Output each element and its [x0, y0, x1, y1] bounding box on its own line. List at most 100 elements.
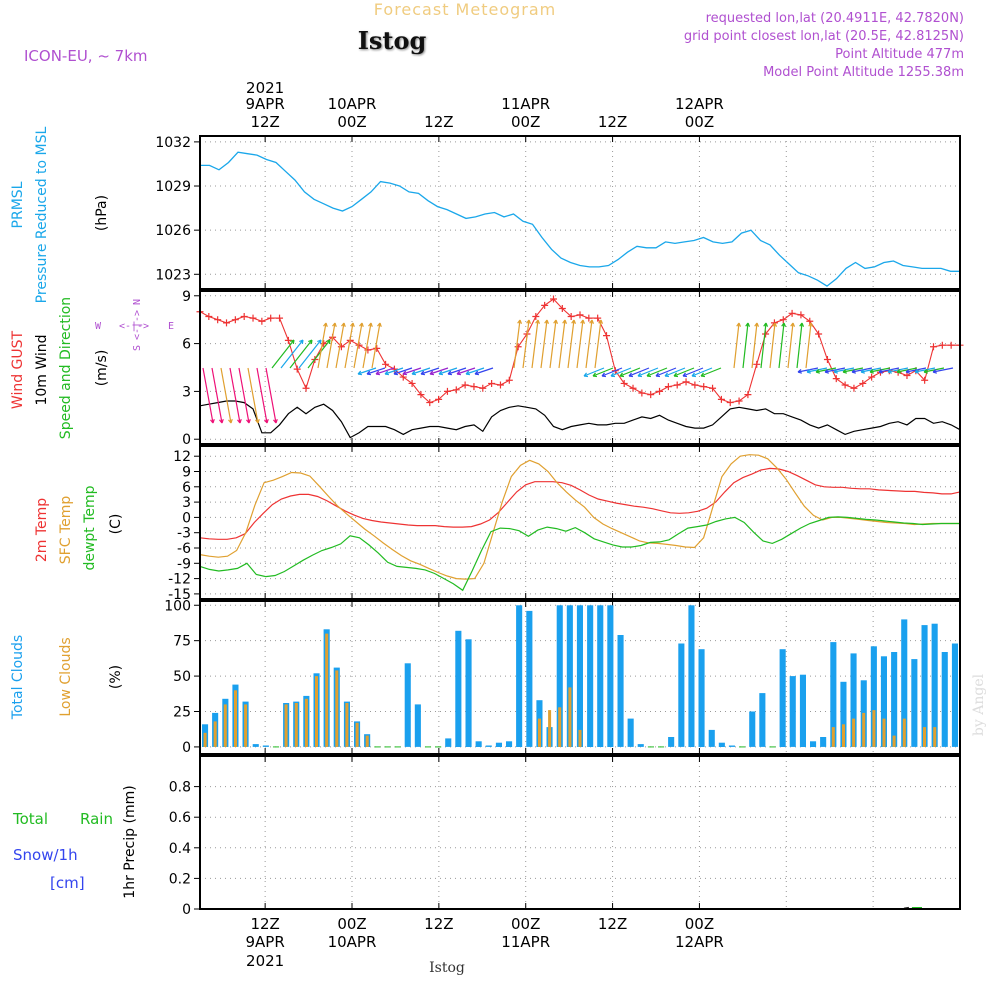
- top-time-label: 12Z: [250, 113, 279, 131]
- wind-gust-marker: [488, 379, 496, 387]
- low-clouds-bar: [213, 721, 217, 747]
- low-clouds-bar: [304, 698, 308, 747]
- wind-direction-arrow: [317, 322, 328, 369]
- temperature-ytick-label: 6: [182, 480, 191, 496]
- top-time-label: 11APR: [501, 95, 550, 113]
- wind-ytick-label: 6: [182, 337, 191, 353]
- clouds-ytick-label: 100: [164, 598, 191, 614]
- wind-gust-marker: [726, 399, 734, 407]
- temperature-frame: [199, 445, 961, 600]
- wind-gust-marker: [417, 391, 425, 399]
- total-clouds-bar: [749, 711, 756, 747]
- wind-direction-arrow: [375, 367, 395, 376]
- bottom-time-label: 9APR: [246, 933, 285, 951]
- low-clouds-bar: [892, 735, 896, 747]
- temp-2m-line: [199, 467, 961, 540]
- wind-direction-arrow: [610, 367, 632, 378]
- total-clouds-bar: [516, 605, 523, 747]
- total-clouds-bar: [404, 663, 411, 747]
- wind-direction-arrow: [797, 367, 819, 374]
- wind-direction-arrow: [576, 319, 586, 369]
- temperature-ytick-label: -9: [177, 556, 191, 572]
- precip-snow-label: Snow/1h: [13, 846, 78, 864]
- wind-gust-marker: [868, 373, 876, 381]
- model-label: ICON-EU, ~ 7km: [24, 47, 148, 65]
- total-clouds-bar: [880, 656, 887, 747]
- percent-unit: (%): [108, 665, 124, 689]
- top-time-label: 2021: [246, 79, 284, 97]
- wind-direction-arrow: [842, 367, 864, 374]
- wind-gust-marker: [815, 330, 823, 338]
- wind-gust-marker: [585, 314, 593, 322]
- celsius-unit: (C): [108, 514, 124, 535]
- wind-direction-arrow: [896, 367, 918, 374]
- total-clouds-bar: [931, 623, 938, 747]
- wind-gust-marker: [850, 384, 858, 392]
- wind-gust-marker: [267, 314, 275, 322]
- precip-ytick-label: 0.4: [169, 841, 191, 857]
- meteogram-subtitle: Forecast Meteogram: [374, 0, 556, 19]
- wind-direction-arrow: [456, 367, 476, 376]
- wind-gust-marker: [461, 381, 469, 389]
- temperature-ytick-label: -12: [168, 572, 191, 588]
- wind-gust-marker: [435, 395, 443, 403]
- compass-legend: N <-|-> S W <-|-> E: [95, 299, 174, 351]
- wind-direction-arrow: [211, 367, 224, 424]
- bottom-time-label: 00Z: [511, 915, 540, 933]
- wind-panel: 9 6 3 0: [182, 289, 964, 448]
- wind-direction-arrow: [932, 367, 954, 374]
- wind-label: 10m Wind: [34, 334, 50, 405]
- total-clouds-bar: [718, 742, 725, 747]
- total-clouds-bar: [445, 738, 452, 747]
- wind-gust-marker: [717, 395, 725, 403]
- grid-point-coords: grid point closest lon,lat (20.5E, 42.81…: [684, 29, 964, 44]
- total-clouds-bar: [799, 674, 806, 747]
- low-clouds-bar: [831, 727, 835, 747]
- low-clouds-bar: [315, 676, 318, 747]
- bottom-time-label: 2021: [246, 952, 284, 970]
- low-clouds-label: Low Clouds: [58, 637, 74, 716]
- wind-gust-marker: [558, 305, 566, 313]
- wind-gust-marker: [364, 346, 372, 354]
- wind-gust-marker: [903, 371, 911, 379]
- total-clouds-bar: [475, 741, 482, 747]
- wind-gust-marker: [797, 311, 805, 319]
- wind-direction-arrow: [549, 319, 559, 369]
- panels: 10321029102610239630129630-3-6-9-12-1510…: [155, 135, 964, 918]
- low-clouds-bar: [568, 687, 572, 747]
- wind-direction-arrow: [824, 367, 846, 374]
- total-clouds-label: Total Clouds: [10, 635, 26, 720]
- wind-gust-marker: [806, 317, 814, 325]
- precip-frame: [199, 755, 961, 910]
- wind-direction-arrow: [923, 367, 945, 374]
- wind-direction-arrow: [851, 367, 873, 374]
- wind-direction-arrow: [335, 322, 346, 369]
- dewpoint-label: dewpt Temp: [82, 485, 98, 570]
- wind-speed-line: [199, 400, 961, 439]
- bottom-time-label: 00Z: [337, 915, 366, 933]
- wind-direction-arrow: [531, 319, 541, 369]
- wind-direction-arrow: [371, 322, 382, 369]
- wind-direction-arrow: [522, 319, 532, 369]
- gust-label: Wind GUST: [10, 330, 26, 409]
- low-clouds-bar: [345, 703, 349, 747]
- total-clouds-bar: [779, 649, 786, 747]
- wind-gust-marker: [240, 313, 248, 320]
- wind-gust-marker: [779, 316, 787, 324]
- wind-ytick-label: 9: [182, 289, 191, 305]
- wind-gust-marker: [673, 381, 681, 389]
- wind-direction-arrow: [628, 367, 650, 378]
- total-clouds-bar: [262, 745, 269, 747]
- low-clouds-bar: [548, 710, 552, 747]
- wind-direction-arrow: [420, 367, 440, 376]
- low-clouds-bar: [923, 727, 926, 747]
- compass-we-arrow: <-|->: [119, 321, 149, 332]
- requested-coords: requested lon,lat (20.4911E, 42.7820N): [706, 11, 964, 26]
- wind-direction-arrow: [592, 367, 614, 378]
- wind-direction-arrow: [646, 367, 668, 378]
- total-clouds-bar: [759, 693, 766, 747]
- wind-gust-marker: [532, 313, 540, 320]
- low-clouds-bar: [933, 727, 937, 747]
- temperature-ytick-label: 9: [182, 465, 191, 481]
